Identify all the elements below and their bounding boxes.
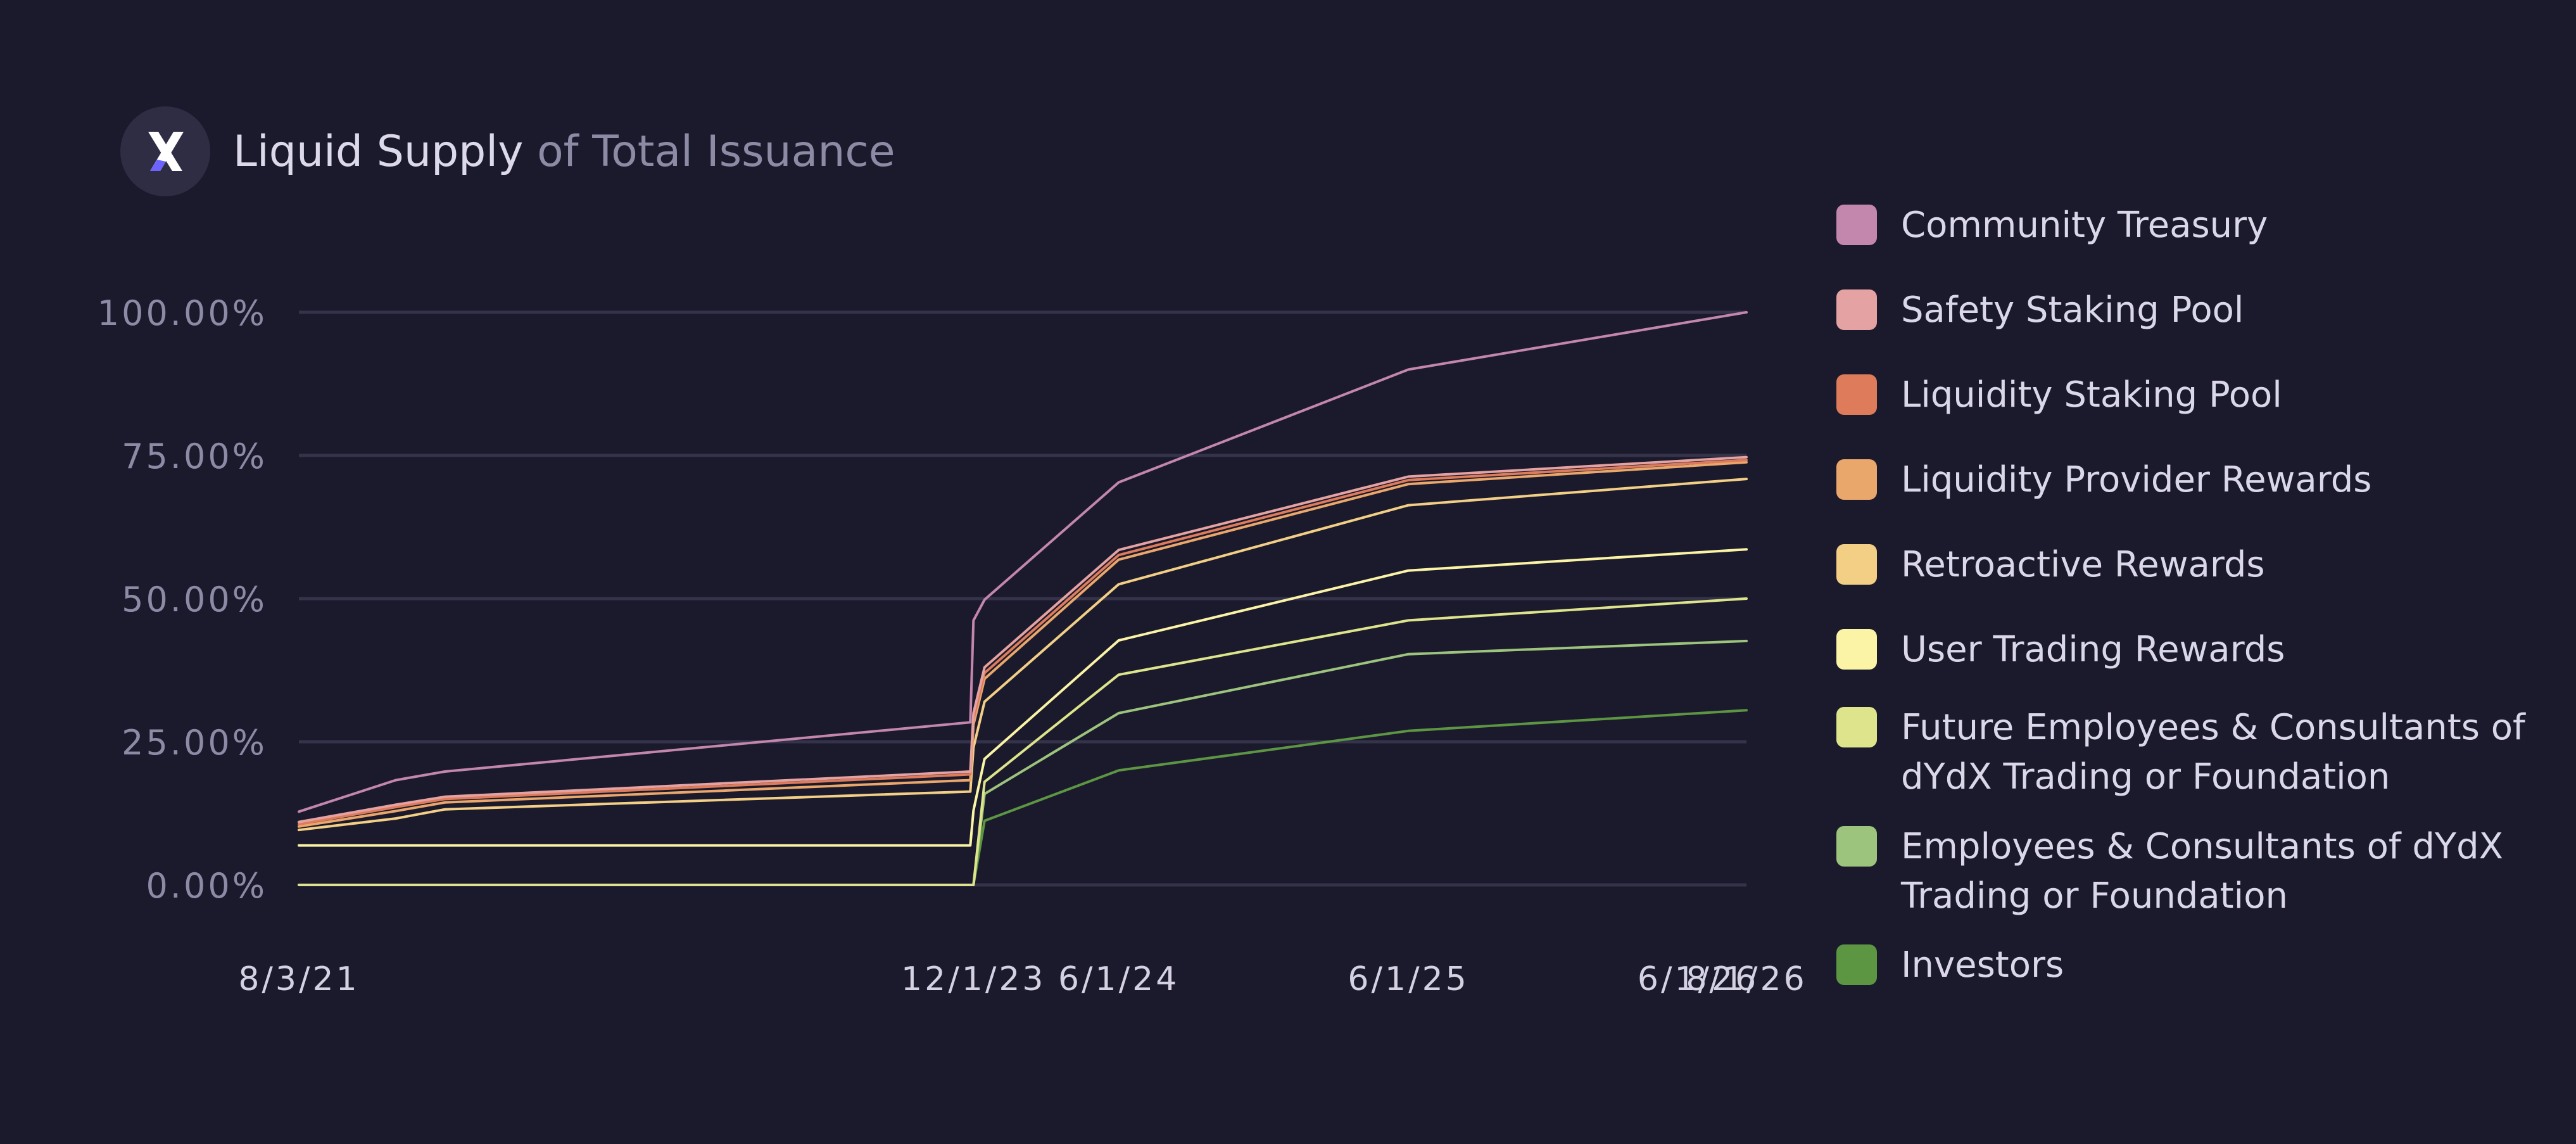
legend-item: Community Treasury — [1836, 201, 2534, 250]
series-line — [298, 548, 1748, 847]
line-chart: 100.00% 75.00% 50.00% 25.00% 0.00% 8/3/21 12/1… — [98, 293, 1807, 998]
legend-swatch — [1836, 826, 1877, 867]
legend-swatch — [1836, 205, 1877, 245]
chart-title: Liquid Supply of Total Issuance — [233, 127, 895, 177]
chart-title-sub: of Total Issuance — [537, 126, 895, 177]
x-tick-label: 6/1/25 — [1348, 960, 1468, 998]
series-line — [298, 455, 1748, 823]
legend-item: Safety Staking Pool — [1836, 286, 2534, 335]
legend-item: User Trading Rewards — [1836, 625, 2534, 675]
x-tick-label: 6/1/24 — [1058, 960, 1179, 998]
series-line — [298, 639, 1748, 886]
legend-swatch — [1836, 289, 1877, 330]
x-tick-label: 6/1/26 — [1638, 960, 1758, 998]
series-line — [298, 597, 1748, 886]
dydx-x-logo-icon — [120, 106, 210, 196]
y-tick-label: 25.00% — [122, 723, 267, 763]
legend-swatch — [1836, 944, 1877, 985]
y-tick-label: 50.00% — [122, 580, 267, 620]
legend-label: Retroactive Rewards — [1901, 544, 2265, 585]
legend-label: Investors — [1901, 944, 2064, 986]
y-tick-label: 0.00% — [146, 866, 267, 906]
legend-swatch — [1836, 459, 1877, 500]
legend-item: Retroactive Rewards — [1836, 540, 2534, 590]
legend-swatch — [1836, 374, 1877, 415]
legend-item: Future Employees & Consultants of dYdX T… — [1836, 703, 2534, 802]
legend-label: Employees & Consultants of dYdX Trading … — [1901, 826, 2504, 917]
legend-label: User Trading Rewards — [1901, 629, 2285, 670]
series-line — [298, 311, 1748, 813]
legend-item: Employees & Consultants of dYdX Trading … — [1836, 822, 2534, 921]
legend-label: Safety Staking Pool — [1901, 289, 2244, 331]
x-tick-label: 12/1/23 — [901, 960, 1045, 998]
series-line — [298, 709, 1748, 886]
x-tick-label: 8/1/26 — [1686, 960, 1807, 998]
legend-swatch — [1836, 544, 1877, 585]
legend-label: Liquidity Provider Rewards — [1901, 459, 2372, 500]
legend-label: Liquidity Staking Pool — [1901, 374, 2282, 416]
series-line — [298, 478, 1748, 832]
y-tick-label: 75.00% — [122, 436, 267, 476]
legend-item: Liquidity Provider Rewards — [1836, 455, 2534, 505]
chart-header: Liquid Supply of Total Issuance — [120, 106, 895, 196]
chart-title-main: Liquid Supply — [233, 126, 524, 177]
y-tick-label: 100.00% — [98, 293, 267, 333]
legend-item: Investors — [1836, 941, 2534, 990]
legend-swatch — [1836, 629, 1877, 670]
legend-label: Community Treasury — [1901, 205, 2268, 246]
x-tick-label: 8/3/21 — [238, 960, 359, 998]
legend-item: Liquidity Staking Pool — [1836, 371, 2534, 420]
legend-swatch — [1836, 707, 1877, 747]
legend-label: Future Employees & Consultants of dYdX T… — [1901, 707, 2525, 798]
